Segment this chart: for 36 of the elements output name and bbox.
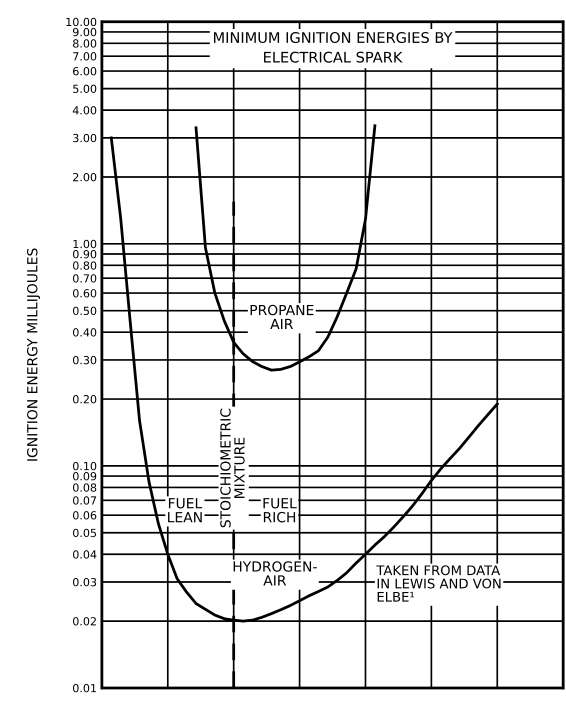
y-tick-label: 0.03 — [73, 578, 96, 586]
y-tick-label: 0.04 — [73, 550, 96, 559]
annotation: FUEL LEAN — [168, 498, 202, 522]
y-tick-label: 0.30 — [73, 356, 96, 364]
y-tick-label: 0.05 — [73, 528, 96, 538]
y-tick-label: 7.00 — [73, 52, 96, 61]
y-tick-label: 0.40 — [73, 328, 96, 337]
y-tick-label: 0.02 — [73, 617, 96, 626]
y-tick-label: 0.06 — [73, 511, 96, 520]
y-tick-label: 3.00 — [73, 134, 96, 142]
y-tick-label: 0.10 — [73, 462, 96, 470]
y-tick-label: 6.00 — [73, 67, 96, 76]
annotation: STOICHIOMETRIC MIXTURE — [220, 408, 245, 528]
text: MINIMUM IGNITION ENERGIES BY ELECTRICAL SPARK — [214, 32, 452, 63]
y-tick-label: 0.07 — [73, 496, 96, 505]
y-tick-label: 0.80 — [73, 261, 96, 270]
y-tick-label: 0.09 — [73, 472, 96, 480]
y-axis-title: IGNITION ENERGY MILLIJOULES — [27, 248, 40, 461]
annotation: TAKEN FROM DATA IN LEWIS AND VON ELBE¹ — [376, 565, 501, 602]
y-tick-label: 2.00 — [73, 172, 96, 182]
y-tick-label: 0.08 — [73, 483, 96, 492]
annotation: FUEL RICH — [264, 498, 297, 522]
y-tick-label: 8.00 — [73, 39, 96, 48]
y-tick-label: 10.00 — [66, 18, 96, 26]
annotation: HYDROGEN- AIR — [234, 561, 317, 586]
annotation: PROPANE AIR — [250, 304, 314, 330]
y-tick-label: 0.70 — [73, 274, 96, 283]
y-tick-label: 0.90 — [73, 250, 96, 258]
y-tick-label: 5.00 — [73, 84, 96, 93]
y-tick-label: 9.00 — [72, 28, 96, 36]
y-tick-label: 0.01 — [73, 684, 96, 692]
y-tick-label: 0.50 — [73, 306, 96, 316]
y-tick-label: 1.00 — [74, 240, 96, 248]
y-tick-label: 4.00 — [72, 106, 96, 115]
y-tick-label: 0.60 — [73, 289, 96, 298]
y-tick-label: 0.20 — [73, 395, 96, 404]
